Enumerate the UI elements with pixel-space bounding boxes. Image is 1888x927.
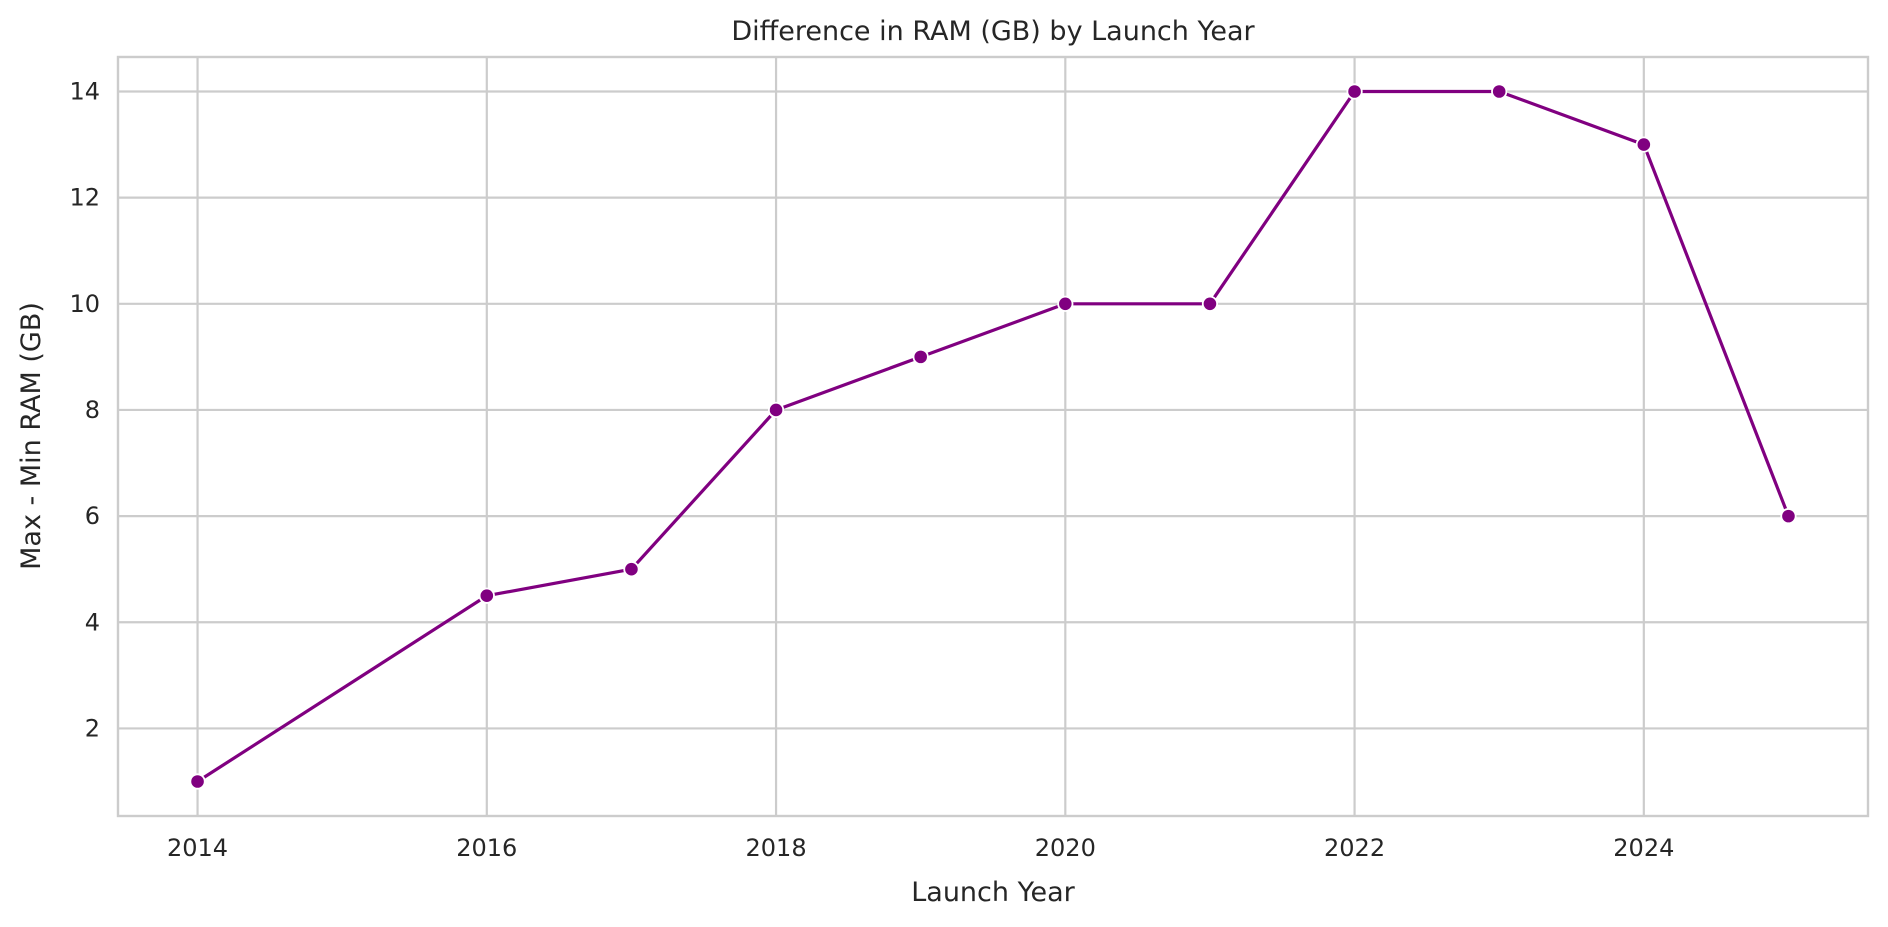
data-point bbox=[1491, 83, 1508, 100]
data-point bbox=[478, 587, 495, 604]
y-tick-label: 14 bbox=[69, 78, 100, 106]
x-tick-label: 2024 bbox=[1613, 834, 1674, 862]
x-axis-label: Launch Year bbox=[911, 877, 1075, 908]
tick-labels: 2014 2016 2018 2020 2022 2024 2 4 6 8 10 12 14 bbox=[69, 78, 1674, 863]
data-point bbox=[189, 773, 206, 790]
data-point bbox=[767, 401, 785, 419]
chart-title: Difference in RAM (GB) by Launch Year bbox=[731, 16, 1255, 47]
y-tick-label: 6 bbox=[85, 502, 100, 530]
x-tick-label: 2018 bbox=[746, 834, 807, 862]
grid-lines bbox=[118, 57, 1868, 816]
x-tick-label: 2016 bbox=[456, 834, 517, 862]
data-point bbox=[1346, 83, 1363, 100]
data-point bbox=[1635, 136, 1652, 153]
data-point bbox=[1057, 295, 1074, 312]
plot-frame bbox=[116, 55, 1870, 818]
y-axis-label: Max - Min RAM (GB) bbox=[16, 302, 47, 570]
y-tick-label: 2 bbox=[85, 714, 100, 742]
x-tick-label: 2020 bbox=[1035, 834, 1096, 862]
data-point bbox=[1201, 295, 1219, 312]
x-tick-label: 2014 bbox=[167, 834, 228, 862]
data-point bbox=[623, 561, 640, 578]
series-group bbox=[189, 83, 1797, 790]
x-tick-label: 2022 bbox=[1324, 834, 1385, 862]
y-tick-label: 10 bbox=[69, 290, 100, 318]
y-tick-label: 8 bbox=[85, 396, 100, 424]
data-point bbox=[1780, 508, 1797, 525]
y-tick-label: 4 bbox=[85, 608, 100, 636]
y-tick-label: 12 bbox=[69, 184, 100, 212]
data-point bbox=[912, 348, 929, 365]
